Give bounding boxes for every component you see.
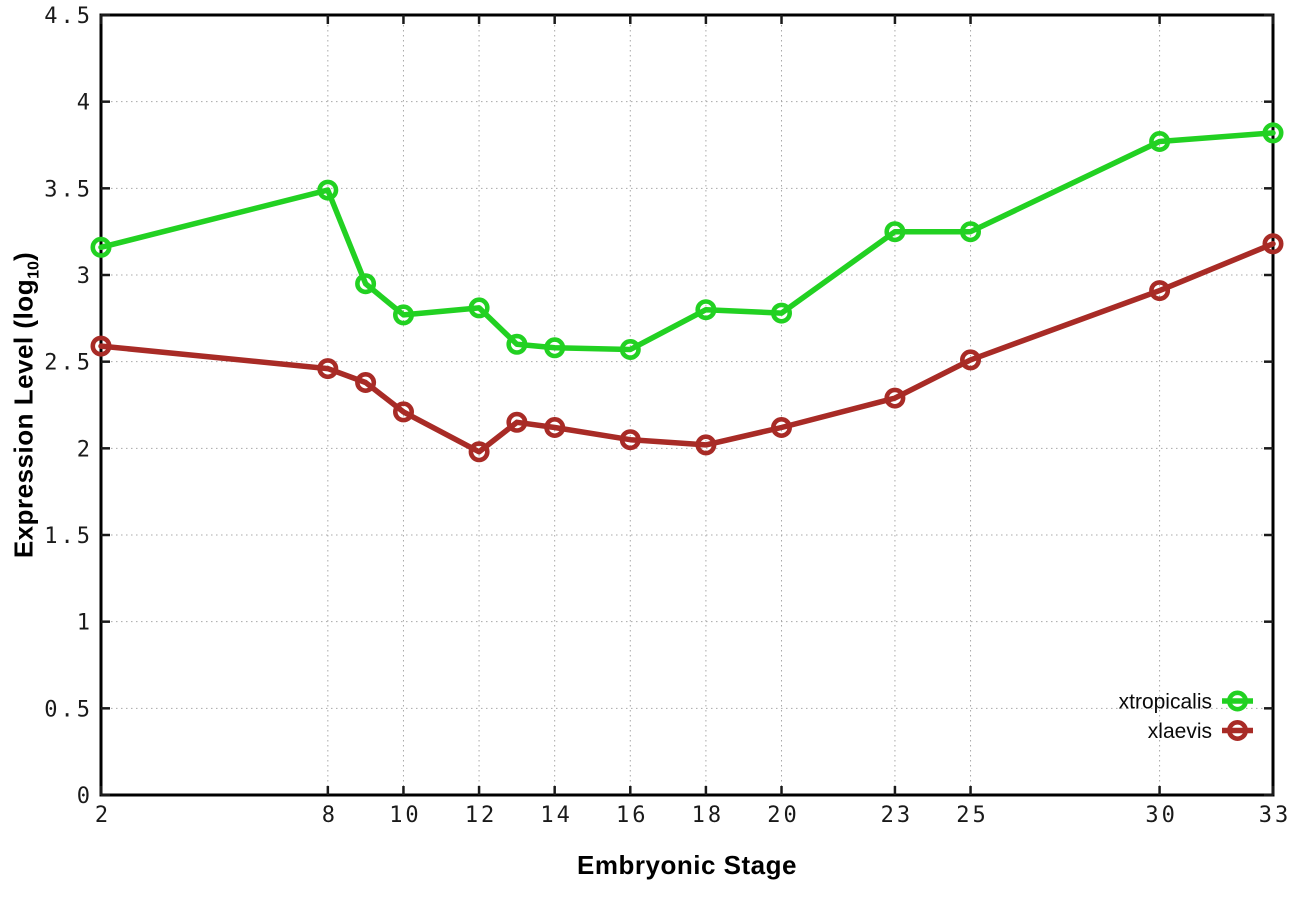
data-point-xlaevis [317, 358, 339, 380]
data-point-xlaevis [1149, 280, 1171, 302]
x-tick-label: 8 [322, 803, 338, 828]
legend-label-xtropicalis: xtropicalis [1119, 691, 1212, 714]
x-tick-label: 20 [767, 803, 800, 828]
x-tick-label: 10 [389, 803, 422, 828]
y-tick-label: 1.5 [44, 524, 93, 549]
data-point-xlaevis [544, 416, 566, 438]
plot-border [99, 13, 1275, 797]
x-tick-label: 30 [1145, 803, 1178, 828]
data-point-xtropicalis [317, 179, 339, 201]
y-tick-label: 1 [77, 611, 93, 636]
y-axis-label: Expression Level (log10) [9, 252, 44, 558]
series-line-xtropicalis [98, 130, 1276, 353]
x-tick-label: 14 [540, 803, 573, 828]
data-point-xlaevis [90, 335, 112, 357]
y-tick-label: 0.5 [44, 697, 93, 722]
data-point-xtropicalis [884, 221, 906, 243]
x-tick-label: 12 [465, 803, 498, 828]
legend-label-xlaevis: xlaevis [1148, 720, 1212, 743]
data-point-xlaevis [770, 416, 792, 438]
data-point-xtropicalis [1149, 131, 1171, 153]
data-point-xlaevis [1262, 233, 1284, 255]
x-tick-label: 23 [881, 803, 914, 828]
x-tick-label: 33 [1259, 803, 1292, 828]
y-tick-label: 2.5 [44, 351, 93, 376]
data-point-xtropicalis [770, 302, 792, 324]
data-point-xtropicalis [544, 337, 566, 359]
data-point-xtropicalis [355, 273, 377, 295]
y-tick-label: 4 [77, 91, 93, 116]
x-tick-label: 18 [692, 803, 725, 828]
y-tick-label: 3 [77, 264, 93, 289]
y-tick-label: 3.5 [44, 177, 93, 202]
data-point-xlaevis [468, 441, 490, 463]
y-axis-label-prefix: Expression Level (log [8, 278, 39, 559]
x-axis-label: Embryonic Stage [577, 850, 797, 880]
data-point-xtropicalis [1262, 122, 1284, 144]
data-point-xtropicalis [90, 236, 112, 258]
data-point-xtropicalis [506, 333, 528, 355]
data-point-xlaevis [355, 371, 377, 393]
y-tick-label: 4.5 [44, 4, 93, 29]
data-point-xtropicalis [468, 297, 490, 319]
data-point-xlaevis [392, 401, 414, 423]
x-tick-label: 25 [956, 803, 989, 828]
y-tick-label: 2 [77, 437, 93, 462]
data-point-xtropicalis [959, 221, 981, 243]
data-point-xlaevis [884, 387, 906, 409]
data-point-xlaevis [959, 349, 981, 371]
x-tick-label: 2 [95, 803, 111, 828]
data-point-xlaevis [619, 429, 641, 451]
y-tick-label: 0 [77, 784, 93, 809]
y-axis-label-subscript: 10 [24, 261, 43, 279]
data-point-xlaevis [506, 411, 528, 433]
x-tick-label: 16 [616, 803, 649, 828]
data-point-xtropicalis [392, 304, 414, 326]
data-point-xlaevis [695, 434, 717, 456]
data-point-xtropicalis [695, 299, 717, 321]
data-point-xtropicalis [619, 338, 641, 360]
legend-marker-xtropicalis [1227, 690, 1249, 712]
legend-marker-xlaevis [1227, 719, 1249, 741]
y-axis-label-suffix: ) [8, 251, 39, 261]
